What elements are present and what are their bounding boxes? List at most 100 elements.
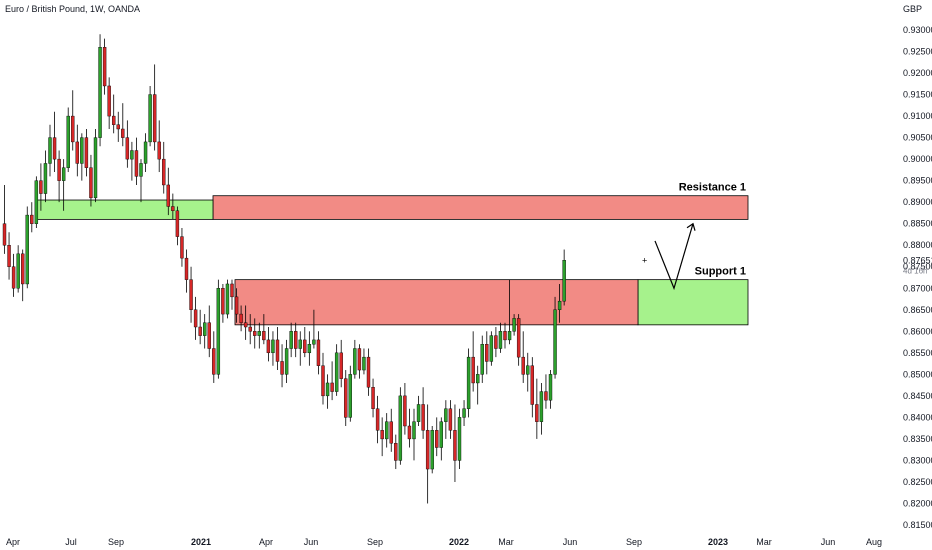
candle	[280, 344, 284, 388]
candle-body	[93, 137, 98, 199]
candle	[7, 232, 11, 280]
last-price-label: 0.87651	[903, 255, 932, 265]
candle	[289, 322, 293, 358]
y-tick-label: 0.81500	[903, 520, 932, 530]
candle-body	[457, 417, 462, 461]
candle-body	[453, 430, 457, 461]
candle-body	[130, 150, 134, 160]
candle	[321, 352, 325, 405]
candle	[466, 348, 471, 418]
candle-body	[166, 184, 171, 207]
candle-body	[553, 309, 557, 375]
candle	[494, 327, 498, 358]
candle-body	[48, 137, 52, 164]
candle	[198, 309, 202, 345]
candle-body	[43, 163, 48, 194]
candle-body	[253, 331, 257, 336]
candle	[403, 382, 407, 435]
x-tick-label: Mar	[498, 537, 514, 547]
candle-body	[30, 214, 34, 224]
candle-body	[180, 236, 184, 259]
x-tick-label: Jun	[304, 537, 319, 547]
candle	[180, 228, 184, 267]
candle-body	[262, 331, 266, 341]
candle-body	[212, 348, 216, 375]
candle	[266, 327, 271, 362]
x-tick-label: Sep	[626, 537, 642, 547]
candle-body	[243, 322, 248, 328]
candle	[498, 322, 503, 353]
candle-body	[111, 115, 116, 125]
candle	[425, 404, 430, 504]
x-tick-label: Sep	[108, 537, 124, 547]
candle	[357, 344, 362, 379]
candle-body	[34, 180, 39, 224]
resistance-zone	[234, 279, 639, 326]
candle-body	[221, 288, 225, 315]
candle	[348, 365, 352, 422]
candle	[325, 374, 330, 409]
candle	[457, 408, 462, 470]
candle-body	[476, 374, 480, 384]
candle	[162, 141, 166, 194]
candles-layer	[2, 34, 566, 504]
candle	[152, 64, 157, 151]
candle	[148, 85, 152, 147]
candle-body	[171, 206, 175, 211]
candle	[43, 150, 48, 203]
candle-body	[175, 210, 180, 237]
candle	[11, 253, 16, 297]
candle-body	[334, 352, 339, 392]
candle	[398, 387, 403, 465]
candle-body	[230, 283, 234, 298]
candle	[362, 348, 366, 375]
candle	[30, 202, 34, 233]
candle	[107, 77, 111, 129]
candle-body	[121, 128, 125, 138]
candle-body	[462, 408, 466, 418]
candle	[225, 279, 230, 319]
x-tick-label: Apr	[6, 537, 20, 547]
candle	[448, 400, 453, 439]
candle-body	[107, 85, 111, 117]
candle	[262, 314, 266, 345]
time-axis: Apr Jul Sep 2021 Apr Jun Sep 2022 Mar Jun Sep 2023 M…	[6, 537, 882, 547]
candle-body	[321, 365, 325, 397]
candle	[93, 129, 98, 203]
candle-body	[339, 352, 343, 379]
candle-body	[193, 309, 198, 328]
candle	[111, 94, 116, 134]
candle-body	[207, 322, 211, 349]
candle-body	[116, 124, 120, 130]
candle	[453, 404, 457, 482]
candle-body	[7, 245, 11, 267]
candle-body	[394, 443, 398, 461]
candle-body	[439, 421, 443, 448]
candle	[439, 417, 443, 461]
candle	[189, 266, 193, 323]
candle	[116, 111, 120, 142]
x-tick-label: Apr	[259, 537, 273, 547]
candle-body	[75, 141, 80, 164]
candle	[57, 150, 61, 203]
candle	[476, 365, 480, 405]
candle	[184, 249, 189, 293]
candle-body	[512, 318, 516, 332]
candle	[102, 38, 107, 95]
candle	[157, 120, 161, 173]
candle	[253, 318, 257, 349]
candle	[526, 352, 530, 392]
candle	[562, 249, 566, 306]
candle-body	[184, 257, 189, 280]
candle	[330, 361, 334, 401]
candle-body	[325, 382, 330, 397]
candle-body	[385, 421, 389, 440]
candle	[503, 322, 507, 349]
